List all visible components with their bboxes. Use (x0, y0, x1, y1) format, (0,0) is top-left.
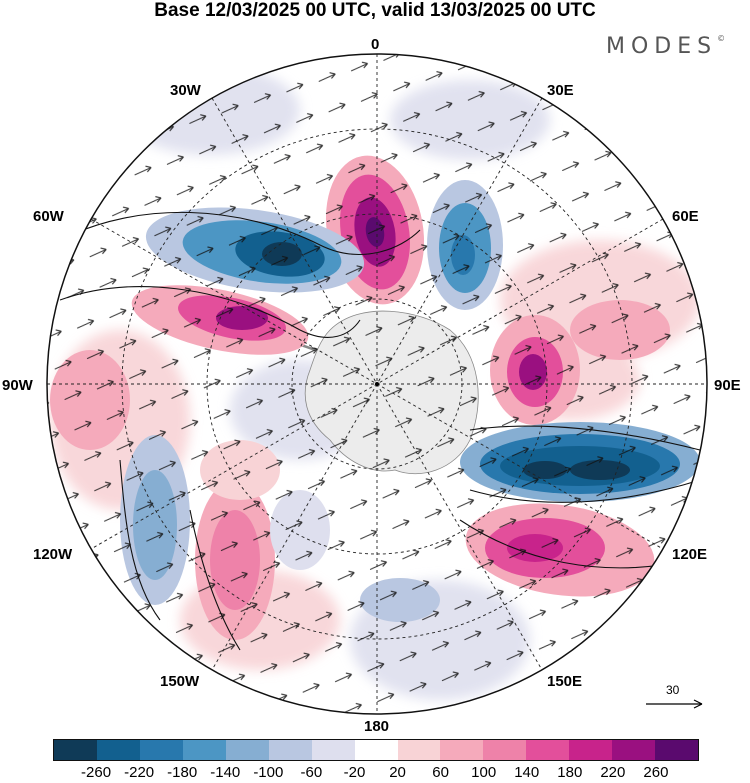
colorbar-swatch (96, 740, 140, 760)
colorbar-swatch (526, 740, 570, 760)
polar-map (46, 53, 708, 715)
colorbar-tick-label: -100 (253, 764, 284, 781)
arrow-right-icon (646, 699, 703, 709)
south-pole-marker (375, 382, 379, 386)
lon-label-150e: 150E (547, 673, 583, 690)
vector-reference-value: 30 (666, 683, 680, 697)
map-title: Base 12/03/2025 00 UTC, valid 13/03/2025… (154, 0, 596, 21)
lon-label-150w: 150W (160, 673, 200, 690)
colorbar-tick-label: 220 (600, 764, 626, 781)
colorbar-swatch (354, 740, 398, 760)
colorbar-tick-label: -180 (167, 764, 198, 781)
colorbar-swatch (655, 740, 699, 760)
colorbar-swatch (139, 740, 183, 760)
lon-label-30e: 30E (547, 82, 574, 99)
lon-label-180: 180 (364, 718, 390, 735)
colorbar-swatch (440, 740, 484, 760)
colorbar-tick-label: 60 (432, 764, 449, 781)
colorbar-swatch (397, 740, 441, 760)
colorbar (53, 739, 699, 761)
colorbar-swatch (612, 740, 656, 760)
colorbar-swatch (569, 740, 613, 760)
lon-label-90e: 90E (714, 377, 741, 394)
colorbar-tick-label: -60 (300, 764, 323, 781)
colorbar-tick-label: 140 (514, 764, 540, 781)
lon-label-120e: 120E (672, 546, 708, 563)
colorbar-swatch (182, 740, 226, 760)
colorbar-swatch (483, 740, 527, 760)
colorbar-swatch (268, 740, 312, 760)
colorbar-tick-label: -140 (210, 764, 241, 781)
colorbar-tick-label: 20 (389, 764, 406, 781)
colorbar-tick-label: 180 (557, 764, 583, 781)
colorbar-tick-label: -20 (343, 764, 366, 781)
lon-label-0: 0 (371, 36, 380, 53)
colorbar-tick-label: 100 (471, 764, 497, 781)
brand-logo: MODES© (606, 34, 725, 59)
colorbar-tick-label: -260 (81, 764, 112, 781)
lon-label-120w: 120W (33, 546, 73, 563)
colorbar-swatch (54, 740, 97, 760)
map-border (46, 53, 708, 715)
colorbar-swatch (225, 740, 269, 760)
copyright-mark: © (717, 34, 726, 43)
colorbar-tick-label: -220 (124, 764, 155, 781)
lon-label-60e: 60E (672, 208, 699, 225)
map-disk (47, 54, 707, 714)
lon-label-90w: 90W (2, 377, 33, 394)
lon-label-30w: 30W (170, 82, 201, 99)
colorbar-tick-label: 260 (643, 764, 669, 781)
brand-name: MODES (606, 34, 718, 59)
colorbar-swatch (311, 740, 355, 760)
lon-label-60w: 60W (33, 208, 64, 225)
